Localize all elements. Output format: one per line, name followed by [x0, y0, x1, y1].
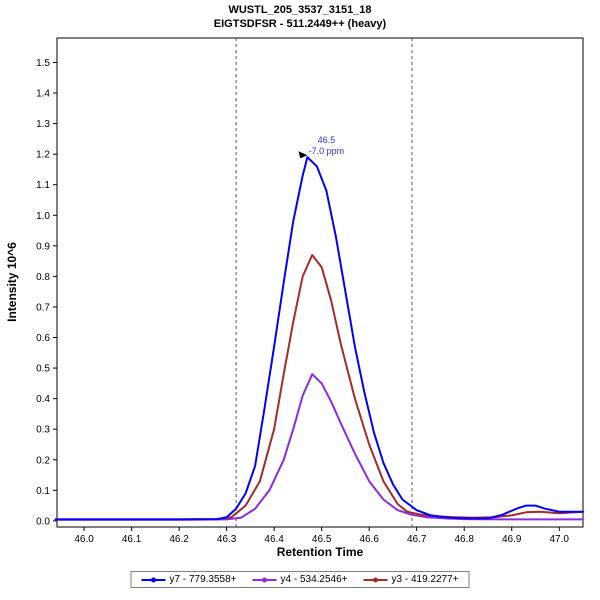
- y-tick-label: 0.3: [36, 425, 50, 436]
- legend-label-y3: y3 - 419.2277+: [391, 574, 459, 585]
- legend-marker-y7-icon: [141, 577, 166, 582]
- y-tick-label: 1.5: [36, 58, 50, 69]
- y-tick-label: 0.8: [36, 272, 50, 283]
- legend-item-y7: y7 - 779.3558+: [141, 574, 237, 585]
- series-line-y7: [54, 156, 584, 521]
- y-tick-label: 0.6: [36, 333, 50, 344]
- x-tick-label: 46.5: [312, 534, 332, 545]
- y-tick-label: 0.1: [36, 486, 50, 497]
- x-tick-label: 46.1: [122, 534, 142, 545]
- x-tick-label: 47.0: [550, 534, 570, 545]
- x-tick-label: 46.7: [407, 534, 427, 545]
- y-tick-label: 0.2: [36, 455, 50, 466]
- y-tick-label: 0.7: [36, 302, 50, 313]
- y-tick-label: 1.4: [36, 89, 50, 100]
- y-tick-label: 0.0: [36, 516, 50, 527]
- y-axis-label: Intensity 10^6: [5, 242, 19, 322]
- x-tick-label: 46.3: [217, 534, 237, 545]
- plot-layer: 0.0 0.1 0.2 0.3 0.4 0.5 0.6 0.7 0.8 0.9 1.0 1.1 1.2 1…: [36, 37, 584, 545]
- legend-box: y7 - 779.3558+ y4 - 534.2546+ y3 - 419.227…: [130, 571, 470, 588]
- peak-annotation-arrow-icon: [298, 151, 308, 159]
- legend-label-y4: y4 - 534.2546+: [280, 574, 348, 585]
- y-tick-label: 1.0: [36, 211, 50, 222]
- chromatogram-chart: WUSTL_205_3537_3151_18 EIGTSDFSR - 511.2…: [5, 4, 584, 559]
- x-tick-label: 46.2: [169, 534, 189, 545]
- y-tick-label: 1.2: [36, 150, 50, 161]
- legend-item-y3: y3 - 419.2277+: [363, 574, 459, 585]
- legend-marker-y4-icon: [252, 577, 277, 582]
- x-tick-label: 46.9: [502, 534, 522, 545]
- legend-item-y4: y4 - 534.2546+: [252, 574, 348, 585]
- series-line-y4: [54, 373, 584, 521]
- chart-title: WUSTL_205_3537_3151_18: [228, 4, 371, 16]
- x-axis-label: Retention Time: [277, 545, 364, 559]
- plot-area[interactable]: [56, 37, 584, 528]
- y-tick-label: 0.4: [36, 394, 50, 405]
- legend-label-y7: y7 - 779.3558+: [169, 574, 237, 585]
- x-tick-label: 46.4: [264, 534, 284, 545]
- peak-annotation-ppm: -7.0 ppm: [309, 146, 345, 156]
- x-tick-label: 46.0: [74, 534, 94, 545]
- peak-annotation-rt: 46.5: [318, 135, 336, 145]
- legend-marker-y3-icon: [363, 577, 388, 582]
- y-tick-label: 0.9: [36, 241, 50, 252]
- x-tick-label: 46.6: [359, 534, 379, 545]
- y-tick-label: 1.3: [36, 119, 50, 130]
- x-tick-label: 46.8: [454, 534, 474, 545]
- chart-subtitle: EIGTSDFSR - 511.2449++ (heavy): [214, 18, 387, 30]
- y-tick-label: 1.1: [36, 180, 50, 191]
- y-tick-label: 0.5: [36, 364, 50, 375]
